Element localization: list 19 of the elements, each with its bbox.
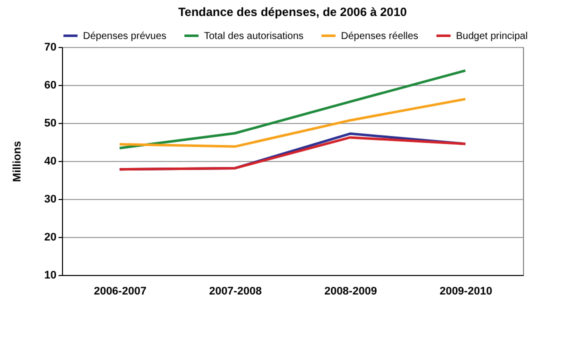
line-series [118,69,467,150]
y-tick-label: 70 [44,42,56,54]
y-tick-label: 40 [44,156,56,168]
x-tick-label: 2006-2007 [94,286,146,298]
y-tick-label: 30 [44,194,56,206]
legend-label: Dépenses réelles [341,30,418,42]
y-tick-label: 60 [44,80,56,92]
x-tick-label: 2007-2008 [209,286,262,298]
line-series [118,98,467,148]
legend-label: Dépenses prévues [83,30,166,42]
x-tick-label: 2009-2010 [440,286,492,298]
y-tick-label: 10 [44,270,56,282]
y-tick-label: 50 [44,118,56,130]
legend-label: Total des autorisations [204,30,304,42]
x-tick-label: 2008-2009 [324,286,377,298]
chart-title: Tendance des dépenses, de 2006 à 2010 [178,5,408,19]
y-axis-title: Millions [11,141,24,182]
legend-label: Budget principal [456,30,528,42]
y-tick-label: 20 [44,232,56,244]
